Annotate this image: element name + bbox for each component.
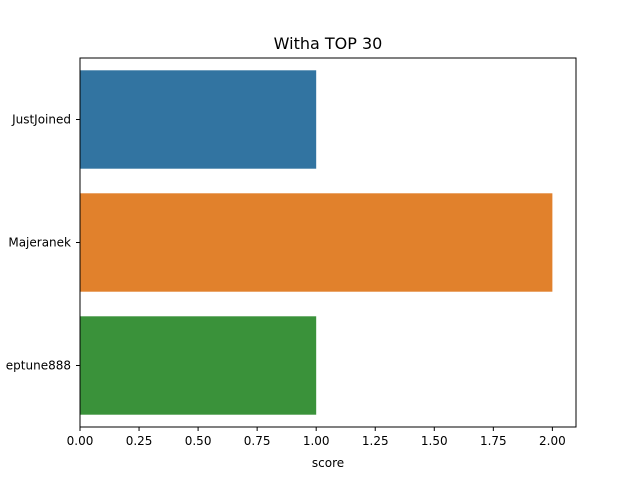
plot-frame [79,57,577,428]
x-tick-label: 1.50 [421,434,448,448]
y-axis-ticks: JustJoined Majeranek eptune888 [6,113,80,373]
x-tick-label: 1.25 [362,434,389,448]
y-tick-label: Majeranek [8,236,71,250]
x-tick-label: 2.00 [539,434,566,448]
x-tick-label: 0.50 [185,434,212,448]
bar-eptune888 [80,316,317,415]
x-tick-label: 1.75 [480,434,507,448]
y-tick-label: JustJoined [11,113,71,127]
y-tick-label: eptune888 [6,359,71,373]
x-tick-label: 1.00 [303,434,330,448]
bar-majeranek [80,193,553,292]
x-axis-label: score [312,456,344,470]
chart-title: Witha TOP 30 [274,34,383,53]
bars-layer [80,70,553,415]
x-tick-label: 0.75 [244,434,271,448]
x-tick-label: 0.00 [67,434,94,448]
bar-justjoined [80,70,317,169]
x-tick-label: 0.25 [126,434,153,448]
x-axis-ticks: 0.00 0.25 0.50 0.75 1.00 1.25 1.50 1.75 2.00 [67,427,566,448]
